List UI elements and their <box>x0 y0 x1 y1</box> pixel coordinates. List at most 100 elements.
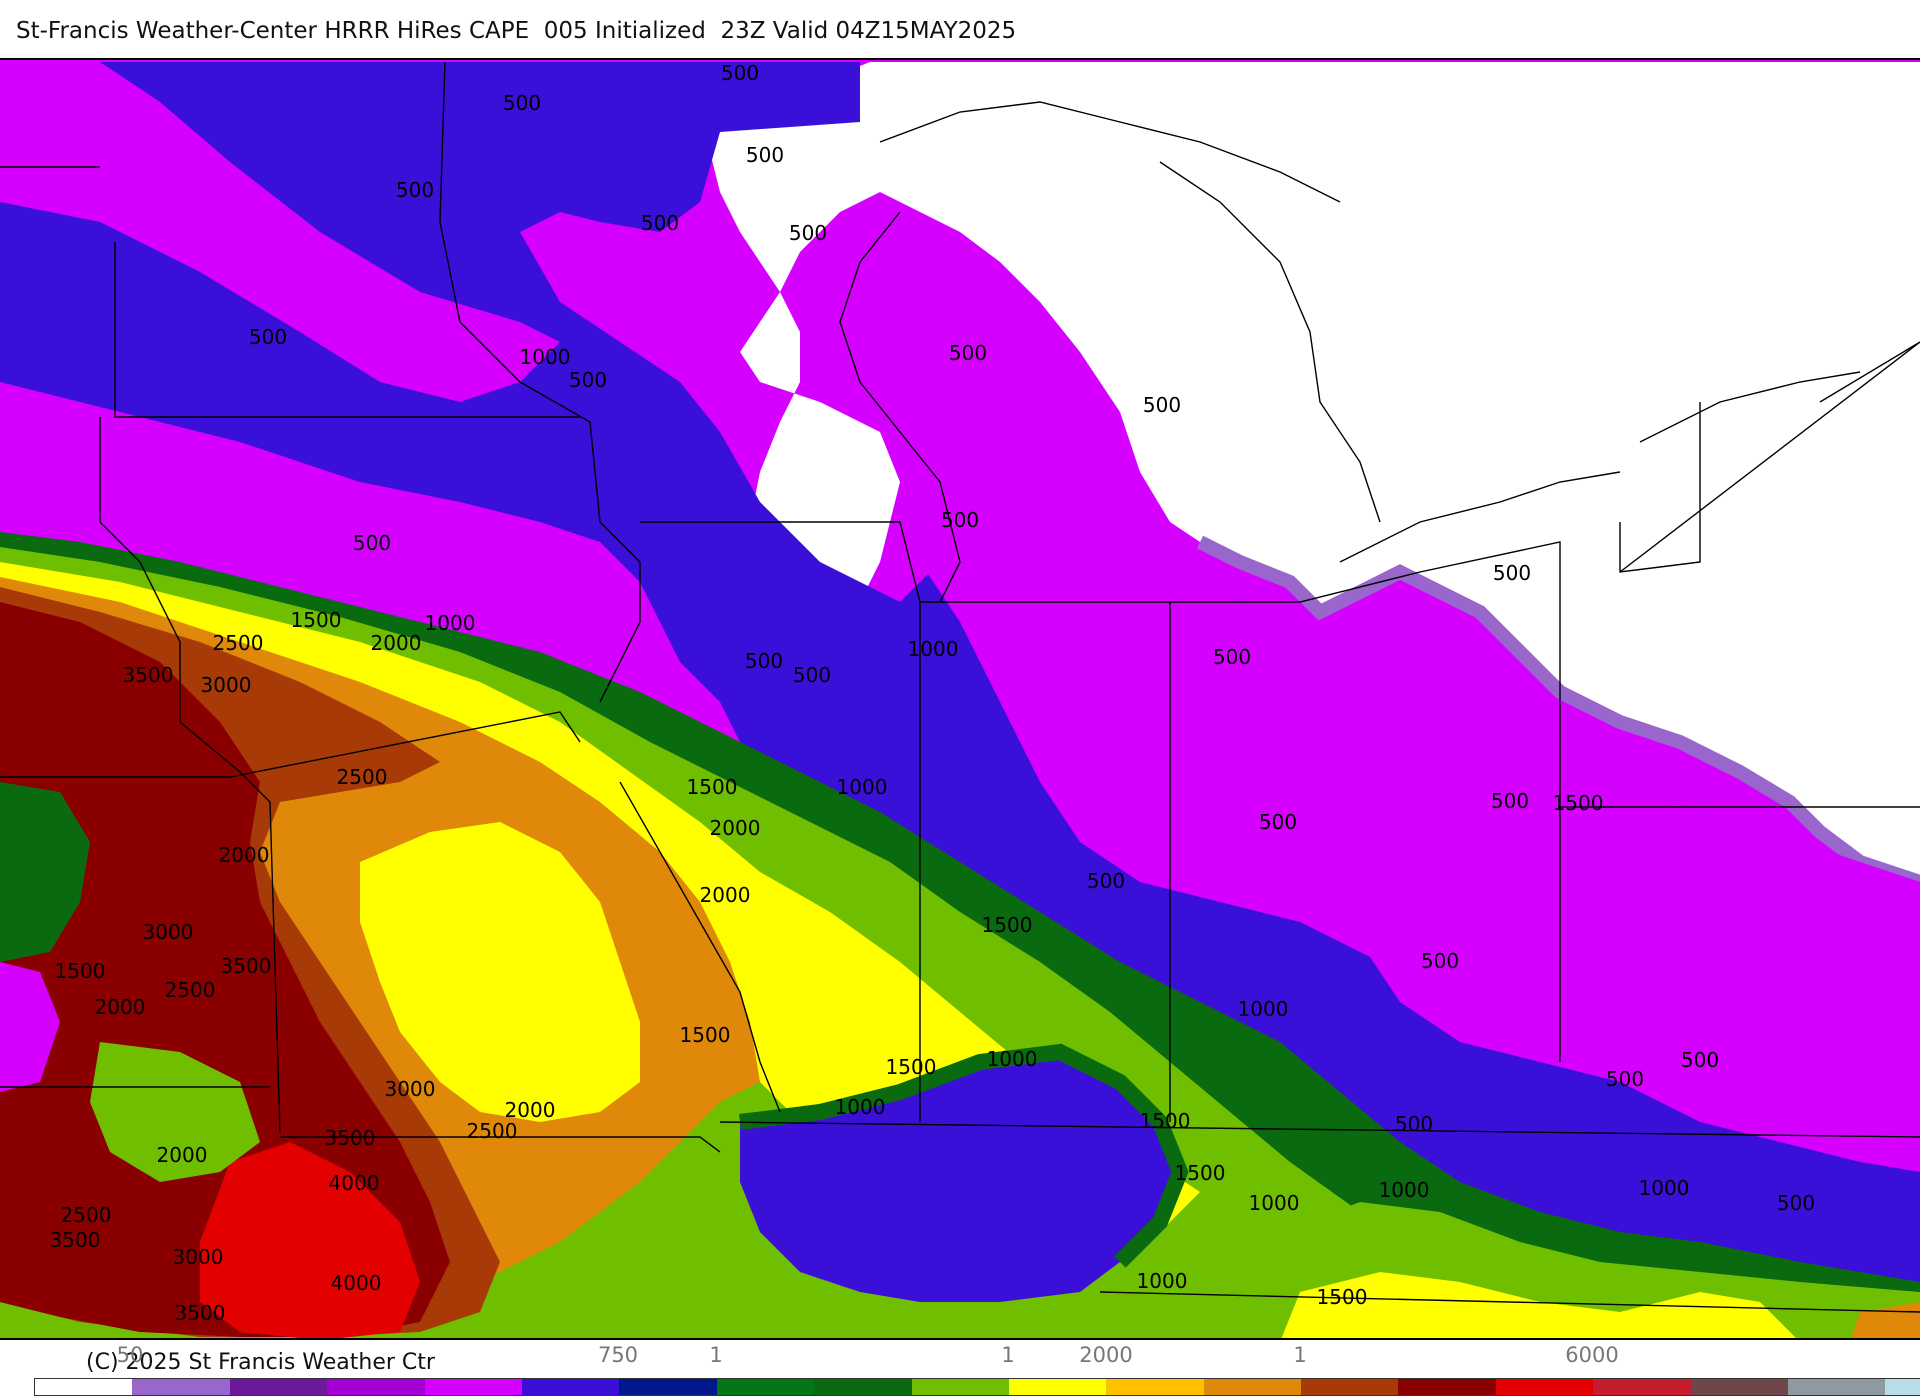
contour-label: 2500 <box>337 765 388 789</box>
boundary-line <box>1170 541 1920 808</box>
boundary-line <box>719 1121 1920 1138</box>
cape-1500-region-southeast <box>1281 1272 1796 1338</box>
colorbar-swatch <box>619 1379 717 1395</box>
contour-label: 1500 <box>982 913 1033 937</box>
lake-superior-shore <box>879 101 1341 203</box>
contour-label: 2500 <box>165 978 216 1002</box>
contour-label: 500 <box>789 221 827 245</box>
contour-label: 500 <box>1259 810 1297 834</box>
contour-label: 500 <box>1213 645 1251 669</box>
contour-label: 4000 <box>331 1271 382 1295</box>
colorbar-swatch <box>521 1379 620 1395</box>
colorbar-swatch <box>1593 1379 1691 1395</box>
contour-label: 500 <box>1777 1191 1815 1215</box>
contour-label: 1500 <box>680 1023 731 1047</box>
colorbar-swatch <box>1203 1379 1302 1395</box>
no-cape-region-northeast <box>710 62 1920 882</box>
contour-label: 500 <box>249 325 287 349</box>
lake-michigan-shore <box>839 211 961 603</box>
cape-250-fringe <box>1196 535 1920 889</box>
boundary-line <box>640 521 921 1122</box>
contour-label: 500 <box>353 531 391 555</box>
contour-labels: 500 500 500 500 500 500 500 1000 500 500 500 500 500… <box>50 61 1816 1325</box>
cape-map-canvas: 500 500 500 500 500 500 500 1000 500 500 500 500 500… <box>0 60 1920 1338</box>
colorbar-swatch <box>1690 1379 1789 1395</box>
contour-label: 3000 <box>173 1245 224 1269</box>
contour-label: 1000 <box>835 1095 886 1119</box>
colorbar-label: 6000 <box>1565 1343 1619 1367</box>
contour-label: 1500 <box>1553 791 1604 815</box>
colorbar-label: 1 <box>1293 1343 1307 1367</box>
contour-label: 2000 <box>157 1143 208 1167</box>
contour-label: 1000 <box>1238 997 1289 1021</box>
contour-label: 500 <box>941 508 979 532</box>
contour-label: 3500 <box>50 1228 101 1252</box>
contour-label: 1000 <box>1249 1191 1300 1215</box>
colorbar-label: 750 <box>597 1343 639 1367</box>
contour-label: 2500 <box>467 1119 518 1143</box>
contour-label: 500 <box>1087 869 1125 893</box>
contour-label: 4000 <box>329 1171 380 1195</box>
contour-label: 2500 <box>61 1203 112 1227</box>
colorbar-swatch <box>35 1379 133 1395</box>
cape-map[interactable]: 500 500 500 500 500 500 500 1000 500 500 500 500 500… <box>0 58 1920 1340</box>
contour-label: 3500 <box>221 954 272 978</box>
colorbar-swatch <box>1788 1379 1886 1395</box>
contour-label: 1500 <box>1317 1285 1368 1309</box>
contour-label: 3000 <box>385 1077 436 1101</box>
cape-500-region-upper <box>0 62 560 402</box>
boundaries <box>0 61 1920 1313</box>
contour-label: 2000 <box>505 1098 556 1122</box>
contour-label: 1500 <box>55 959 106 983</box>
boundary-line <box>0 711 581 778</box>
colorbar-swatch <box>1398 1379 1496 1395</box>
cape-colorbar <box>34 1378 1920 1396</box>
contour-label: 500 <box>1681 1048 1719 1072</box>
cape-500-region-ohio <box>1350 852 1760 1102</box>
contour-label: 1000 <box>987 1047 1038 1071</box>
colorbar-swatch <box>424 1379 522 1395</box>
colorbar-swatch <box>229 1379 328 1395</box>
contour-label: 3000 <box>201 673 252 697</box>
colorbar-swatch <box>911 1379 1009 1395</box>
contour-label: 500 <box>1143 393 1181 417</box>
contour-label: 2000 <box>219 843 270 867</box>
cape-1000-pocket-west <box>0 782 90 962</box>
boundary-line <box>619 781 781 1113</box>
contour-label: 1500 <box>1140 1109 1191 1133</box>
contour-label: 1000 <box>1639 1176 1690 1200</box>
colorbar-label: 2000 <box>1079 1343 1133 1367</box>
lake-ontario-shore <box>1639 371 1861 443</box>
boundary-line <box>1099 1291 1920 1313</box>
cape-1250-pocket-west <box>90 1042 260 1182</box>
boundary-line <box>1619 341 1920 573</box>
colorbar-label: 1 <box>709 1343 723 1367</box>
contour-label: 1000 <box>425 611 476 635</box>
contour-label: 1500 <box>1175 1161 1226 1185</box>
contour-label: 500 <box>641 211 679 235</box>
contour-label: 1000 <box>837 775 888 799</box>
contour-label: 500 <box>745 649 783 673</box>
colorbar-label: 1 <box>1001 1343 1015 1367</box>
contour-label: 500 <box>746 143 784 167</box>
contour-label: 3000 <box>143 920 194 944</box>
contour-label: 3500 <box>325 1126 376 1150</box>
contour-label: 2000 <box>371 631 422 655</box>
cape-1000-ring-missouri <box>739 1043 1189 1268</box>
contour-label: 1500 <box>886 1055 937 1079</box>
contour-label: 1000 <box>1379 1178 1430 1202</box>
colorbar-label: 50 <box>116 1343 144 1367</box>
contour-label: 1500 <box>687 775 738 799</box>
boundary-line <box>280 1136 721 1153</box>
contour-label: 500 <box>949 341 987 365</box>
colorbar-swatch <box>327 1379 425 1395</box>
cape-1500-inner-bubble <box>360 822 640 1122</box>
contour-label: 500 <box>396 178 434 202</box>
contour-label: 3500 <box>175 1301 226 1325</box>
contour-label: 500 <box>1421 949 1459 973</box>
cape-4000-region <box>200 1142 420 1338</box>
boundary-line <box>439 61 641 703</box>
contour-label: 1000 <box>520 345 571 369</box>
colorbar-swatch <box>1008 1379 1107 1395</box>
colorbar-swatch <box>1885 1379 1920 1395</box>
